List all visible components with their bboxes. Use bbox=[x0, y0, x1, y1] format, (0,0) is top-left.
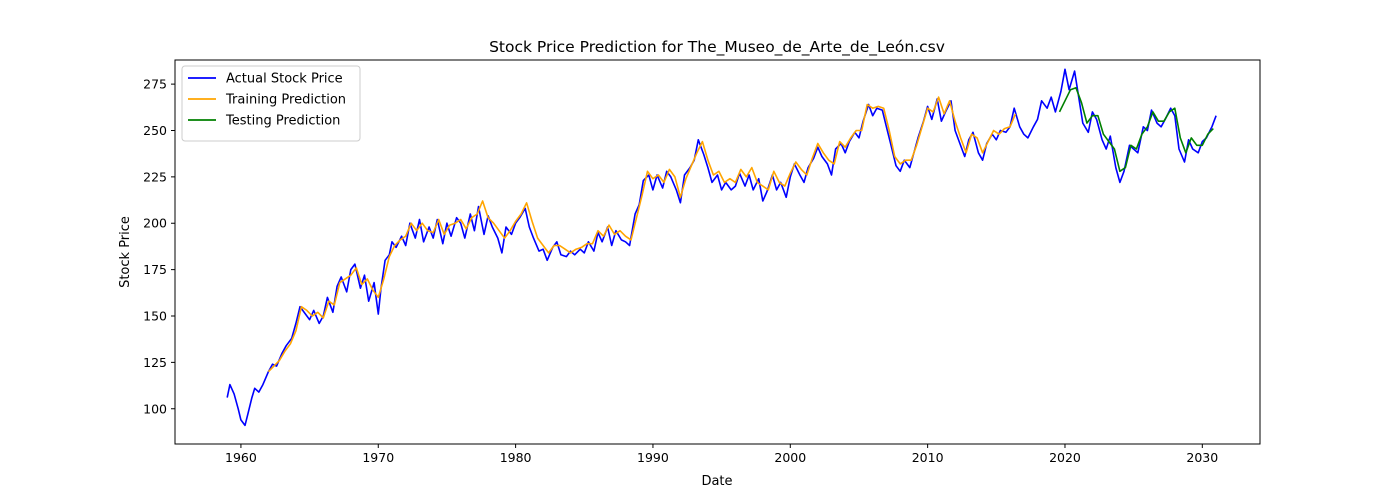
series-line-2 bbox=[267, 96, 1017, 373]
y-tick-label: 150 bbox=[143, 309, 167, 324]
legend: Actual Stock Price Training Prediction Tes… bbox=[181, 65, 361, 142]
legend-label-3: Testing Prediction bbox=[225, 114, 340, 129]
x-tick-label: 2030 bbox=[1186, 450, 1218, 465]
x-tick-label: 2000 bbox=[774, 450, 806, 465]
y-axis-label: Stock Price bbox=[118, 216, 133, 288]
chart-title: Stock Price Prediction for The_Museo_de_… bbox=[489, 38, 945, 57]
series-line-1 bbox=[226, 68, 1217, 427]
x-tick-label: 1960 bbox=[225, 450, 257, 465]
y-tick-label: 200 bbox=[143, 216, 167, 231]
legend-label-1: Actual Stock Price bbox=[226, 72, 343, 87]
x-tick-label: 2010 bbox=[912, 450, 944, 465]
plot-frame bbox=[174, 59, 1261, 445]
series-line-3 bbox=[1058, 87, 1214, 173]
y-tick-label: 125 bbox=[143, 355, 167, 370]
y-tick-label: 100 bbox=[143, 401, 167, 416]
legend-box bbox=[181, 65, 361, 142]
series-layer bbox=[226, 68, 1217, 427]
y-tick-label: 175 bbox=[143, 262, 167, 277]
x-tick-label: 1980 bbox=[500, 450, 532, 465]
axes-layer: 1960 1970 1980 1990 2000 2010 2020 2030 100 125 15… bbox=[143, 77, 1218, 465]
x-tick-label: 2020 bbox=[1049, 450, 1081, 465]
y-tick-label: 275 bbox=[143, 77, 167, 92]
y-tick-label: 225 bbox=[143, 169, 167, 184]
y-tick-label: 250 bbox=[143, 123, 167, 138]
x-tick-label: 1990 bbox=[637, 450, 669, 465]
legend-label-2: Training Prediction bbox=[225, 93, 346, 108]
x-axis-label: Date bbox=[701, 474, 732, 489]
x-tick-label: 1970 bbox=[362, 450, 394, 465]
